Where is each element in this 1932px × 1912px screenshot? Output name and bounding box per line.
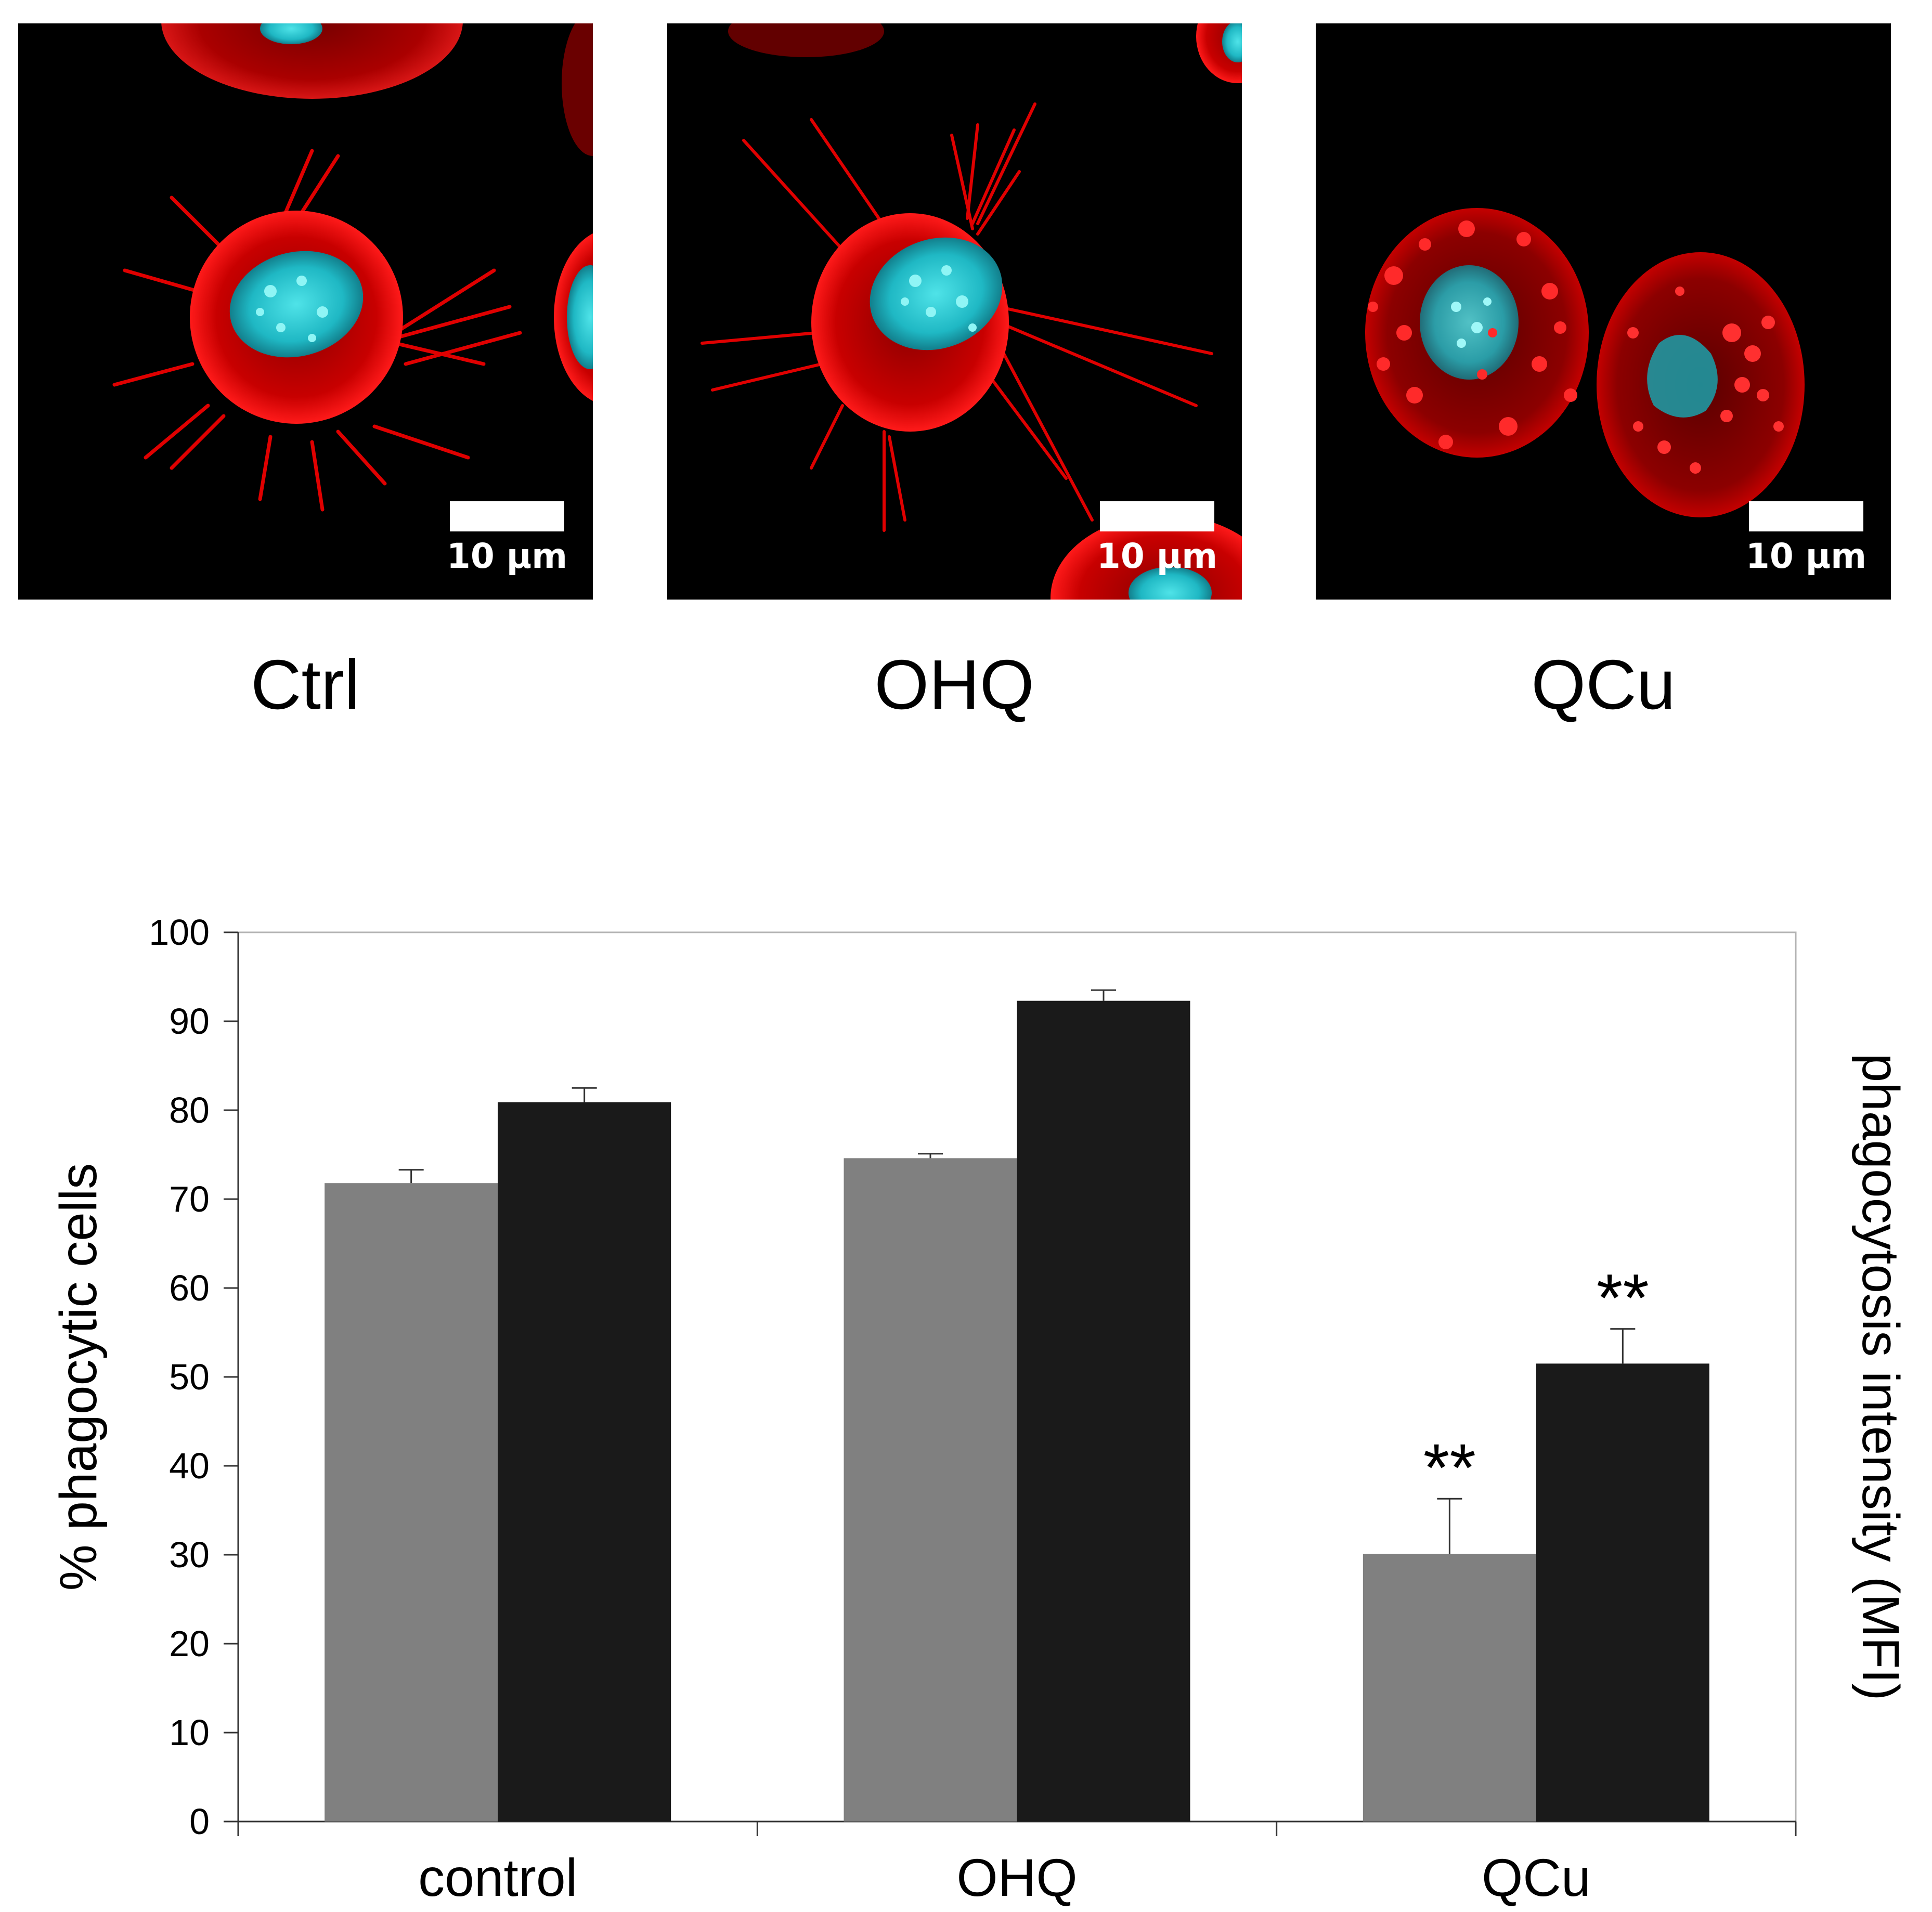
micrograph-ohq: 10 µm (667, 23, 1242, 600)
scale-bar-label-qcu: 10 µm (1746, 536, 1866, 576)
y-axis-label-right: phagocytosis intensity (MFI) (1851, 1053, 1910, 1701)
y-ticks: 0 10 20 30 40 50 60 70 80 90 100 (149, 912, 238, 1842)
bar-ohq-series-1 (844, 1158, 1017, 1822)
y-tick-label: 10 (169, 1712, 210, 1753)
bar-qcu-series-1 (1363, 1554, 1536, 1822)
x-tick-label: control (418, 1848, 577, 1907)
micrograph-qcu: 10 µm (1316, 23, 1891, 600)
y-tick-label: 40 (169, 1446, 210, 1486)
y-tick-label: 60 (169, 1268, 210, 1308)
y-tick-label: 50 (169, 1357, 210, 1397)
significance-marker: ** (1597, 1260, 1649, 1336)
y-tick-label: 70 (169, 1179, 210, 1219)
y-tick-label: 80 (169, 1090, 210, 1130)
bars (325, 989, 1709, 1822)
x-tick-label: OHQ (956, 1848, 1077, 1907)
annotations: ** ** (1423, 1260, 1649, 1506)
y-axis-label: % phagocytic cells (49, 1163, 108, 1591)
x-tick-label: QCu (1482, 1848, 1591, 1907)
panel-label-ctrl: Ctrl (251, 645, 360, 724)
scale-bar-label-ohq: 10 µm (1097, 536, 1217, 576)
scale-bar-label-ctrl: 10 µm (447, 536, 567, 576)
bar-control-series-2 (498, 1102, 671, 1822)
panel-label-qcu: QCu (1531, 645, 1676, 724)
x-ticks: control OHQ QCu (237, 1822, 1797, 1907)
significance-marker: ** (1423, 1429, 1476, 1505)
bar-qcu-series-2 (1536, 1363, 1709, 1822)
micrograph-ctrl: 10 µm (18, 23, 593, 600)
y-tick-label: 100 (149, 912, 210, 953)
bar-ohq-series-2 (1017, 1000, 1190, 1822)
panel-label-ohq: OHQ (874, 645, 1034, 724)
y-tick-label: 20 (169, 1623, 210, 1664)
bar-control-series-1 (325, 1183, 498, 1822)
y-tick-label: 30 (169, 1534, 210, 1575)
y-tick-label: 0 (189, 1801, 210, 1842)
y-tick-label: 90 (169, 1001, 210, 1042)
